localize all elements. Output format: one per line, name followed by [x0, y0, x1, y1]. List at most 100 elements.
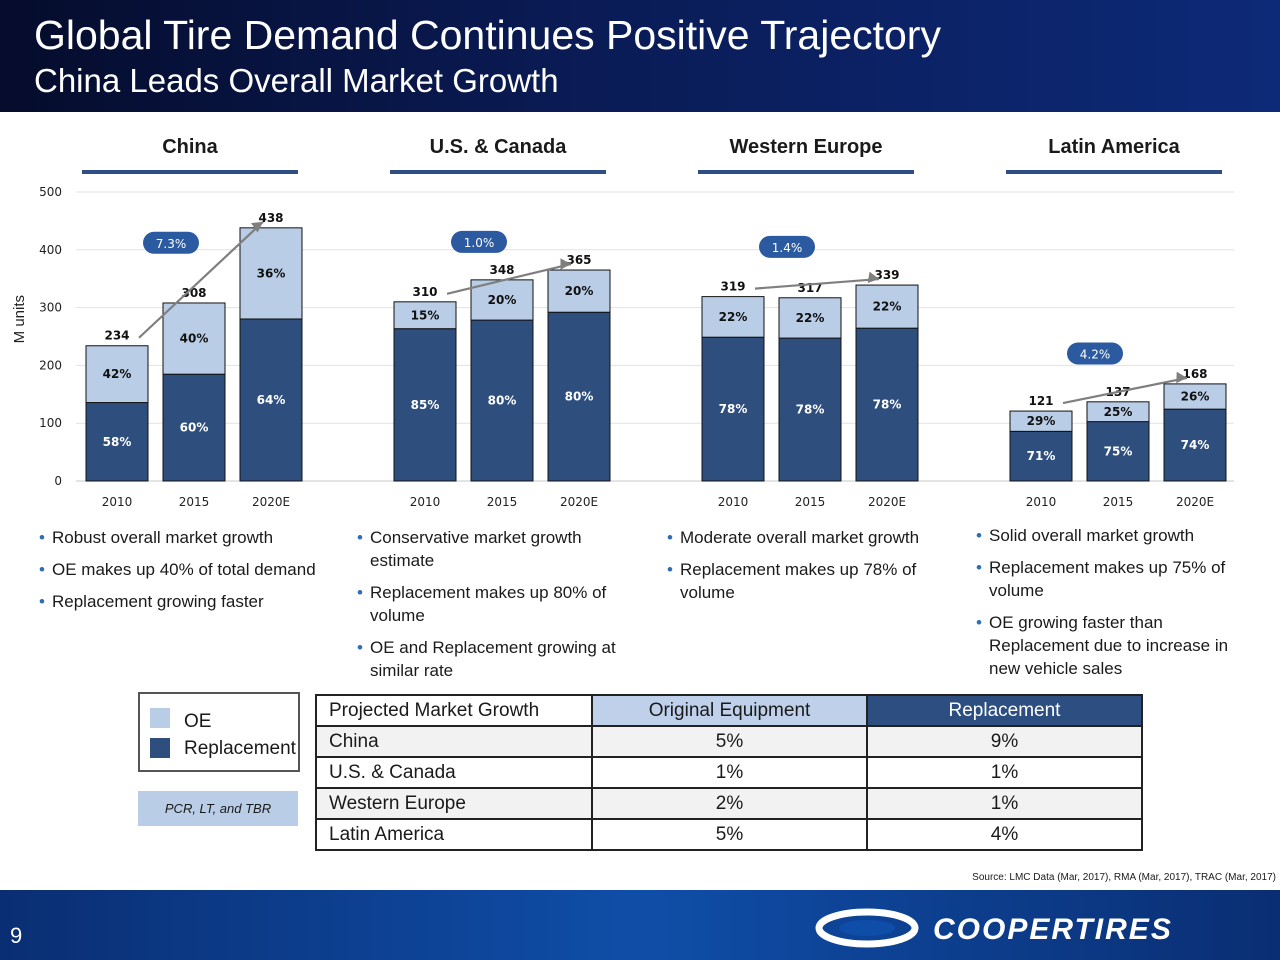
cagr-label: 7.3% — [156, 237, 187, 251]
bar-oe-pct-label: 40% — [180, 332, 209, 346]
bullet-item: Solid overall market growth — [973, 524, 1258, 547]
region-underline — [1006, 170, 1222, 174]
bar-replacement-pct-label: 58% — [103, 435, 132, 449]
region-heading-latin-america: Latin America — [1048, 136, 1180, 158]
bullets-us-canada: Conservative market growth estimate Repl… — [354, 526, 644, 691]
bar-segment-replacement — [239, 318, 303, 482]
legend-label-replacement: Replacement — [184, 738, 296, 759]
x-tick-label: 2020E — [1176, 495, 1214, 509]
x-tick-label: 2020E — [868, 495, 906, 509]
x-tick-label: 2010 — [718, 495, 749, 509]
bar-oe-pct-label: 20% — [488, 293, 517, 307]
bar-total-label: 319 — [720, 280, 745, 294]
table-row: Latin America 5% 4% — [315, 818, 1143, 851]
bar-segment-oe — [393, 301, 457, 330]
bar-oe-pct-label: 22% — [873, 300, 902, 314]
table-cell: 1% — [866, 756, 1143, 789]
bar-oe-pct-label: 26% — [1181, 390, 1210, 404]
segment-note: PCR, LT, and TBR — [138, 791, 298, 826]
bar-total-label: 348 — [489, 263, 514, 277]
bar-segment-replacement — [701, 336, 765, 482]
x-tick-label: 2010 — [102, 495, 133, 509]
bar-segment-oe — [778, 297, 842, 339]
region-underline — [390, 170, 606, 174]
bar-replacement-pct-label: 74% — [1181, 438, 1210, 452]
bar-replacement-pct-label: 78% — [873, 398, 902, 412]
table-cell: 2% — [591, 787, 868, 820]
cagr-label: 1.4% — [772, 241, 803, 255]
legend-swatch-replacement — [150, 738, 170, 758]
source-note: Source: LMC Data (Mar, 2017), RMA (Mar, … — [972, 872, 1276, 883]
bar-segment-oe — [85, 345, 149, 404]
bar-total-label: 438 — [258, 211, 283, 225]
table-header-row: Projected Market Growth Original Equipme… — [315, 694, 1143, 727]
legend-label-oe: OE — [184, 711, 212, 732]
bar-replacement-pct-label: 80% — [488, 394, 517, 408]
cagr-badge — [759, 235, 815, 258]
bar-oe-pct-label: 15% — [411, 308, 440, 322]
y-tick-label: 100 — [39, 416, 62, 430]
growth-arrow-line — [754, 277, 880, 290]
footer-bar — [0, 890, 1280, 960]
growth-arrow-line — [138, 221, 264, 339]
page-title: Global Tire Demand Continues Positive Tr… — [34, 12, 941, 58]
projected-growth-table: Projected Market Growth Original Equipme… — [315, 694, 1143, 851]
y-tick-label: 200 — [39, 358, 62, 372]
bar-replacement-pct-label: 75% — [1104, 444, 1133, 458]
bar-segment-replacement — [855, 327, 919, 482]
x-tick-label: 2015 — [179, 495, 210, 509]
x-tick-label: 2015 — [1103, 495, 1134, 509]
x-tick-label: 2015 — [487, 495, 518, 509]
region-heading-western-europe: Western Europe — [729, 136, 883, 158]
bar-segment-replacement — [470, 319, 534, 482]
bar-total-label: 308 — [181, 286, 206, 300]
bar-segment-replacement — [778, 337, 842, 482]
bar-replacement-pct-label: 85% — [411, 398, 440, 412]
bar-oe-pct-label: 25% — [1104, 405, 1133, 419]
bar-oe-pct-label: 22% — [719, 310, 748, 324]
bar-segment-oe — [162, 302, 226, 375]
bar-total-label: 365 — [566, 253, 591, 267]
region-underline — [82, 170, 298, 174]
bullet-item: Replacement makes up 80% of volume — [354, 581, 644, 627]
bar-segment-oe — [855, 284, 919, 329]
arrow-head-icon — [560, 258, 571, 270]
arrow-head-icon — [251, 221, 263, 233]
cagr-badge — [451, 230, 507, 253]
bar-oe-pct-label: 42% — [103, 367, 132, 381]
table-header: Projected Market Growth — [315, 694, 593, 727]
bar-replacement-pct-label: 78% — [796, 403, 825, 417]
tire-swoosh-icon — [839, 920, 895, 936]
bar-replacement-pct-label: 80% — [565, 390, 594, 404]
bar-oe-pct-label: 36% — [257, 266, 286, 280]
table-cell: Latin America — [315, 818, 593, 851]
bullets-western-europe: Moderate overall market growth Replaceme… — [664, 526, 954, 613]
x-tick-label: 2020E — [560, 495, 598, 509]
bar-segment-replacement — [162, 373, 226, 482]
bullets-latin-america: Solid overall market growth Replacement … — [973, 524, 1258, 689]
stacked-bar-chart: 0 100 200 300 400 500 M units 234 42% 58% 2010 308 4… — [11, 185, 1234, 509]
tire-swoosh-icon — [815, 908, 919, 948]
bar-oe-pct-label: 29% — [1027, 414, 1056, 428]
table-cell: 5% — [591, 818, 868, 851]
cooper-tires-logo: COOPERTIRES — [815, 908, 1171, 948]
bullet-item: OE and Replacement growing at similar ra… — [354, 636, 644, 682]
bullet-item: Replacement makes up 75% of volume — [973, 556, 1258, 602]
arrow-head-icon — [1176, 371, 1187, 384]
bar-segment-oe — [239, 227, 303, 320]
bar-segment-replacement — [1163, 408, 1227, 482]
bullet-item: Replacement makes up 78% of volume — [664, 558, 954, 604]
table-cell: 1% — [591, 756, 868, 789]
table-row: China 5% 9% — [315, 725, 1143, 758]
table-cell: U.S. & Canada — [315, 756, 593, 789]
table-row: U.S. & Canada 1% 1% — [315, 756, 1143, 789]
table-cell: 1% — [866, 787, 1143, 820]
arrow-head-icon — [867, 271, 879, 284]
x-tick-label: 2010 — [410, 495, 441, 509]
x-tick-label: 2020E — [252, 495, 290, 509]
table-row: Western Europe 2% 1% — [315, 787, 1143, 820]
growth-arrow-line — [446, 262, 572, 295]
y-tick-label: 400 — [39, 243, 62, 257]
table-cell: 9% — [866, 725, 1143, 758]
bar-oe-pct-label: 20% — [565, 284, 594, 298]
